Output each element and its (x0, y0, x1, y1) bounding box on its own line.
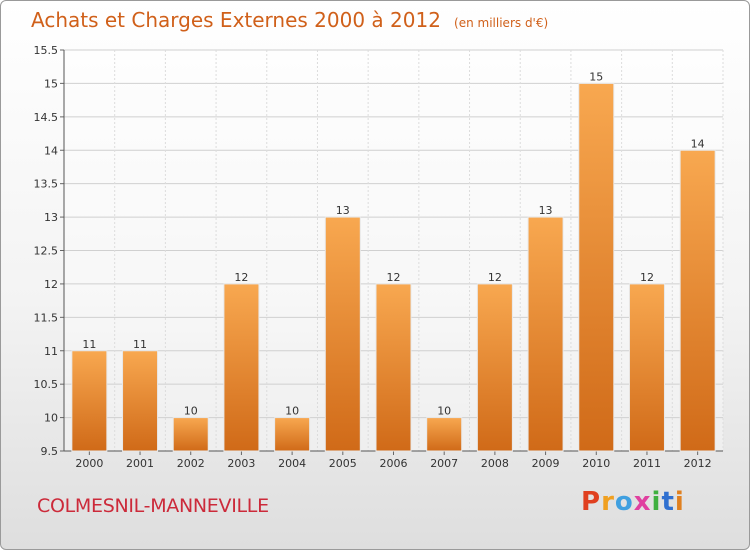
y-tick-label: 11.5 (34, 311, 59, 324)
bar (679, 149, 716, 452)
y-tick-label: 13.5 (34, 178, 59, 191)
data-label: 15 (589, 70, 603, 83)
data-label: 11 (82, 338, 96, 351)
x-tick-label: 2008 (481, 457, 509, 470)
x-tick-label: 2007 (430, 457, 458, 470)
y-tick-label: 12.5 (34, 245, 59, 258)
bar (527, 216, 564, 452)
bar (324, 216, 361, 452)
chart-subtitle: (en milliers d'€) (454, 16, 549, 30)
data-label: 10 (437, 405, 451, 418)
logo-letter: o (614, 487, 634, 517)
x-tick-label: 2001 (126, 457, 154, 470)
x-tick-label: 2002 (177, 457, 205, 470)
y-tick-label: 15 (44, 77, 58, 90)
x-tick-label: 2006 (380, 457, 408, 470)
x-tick-label: 2000 (75, 457, 103, 470)
y-tick-label: 14.5 (34, 111, 59, 124)
data-label: 12 (640, 271, 654, 284)
bar (71, 350, 108, 452)
y-tick-label: 11 (44, 345, 58, 358)
data-label: 12 (387, 271, 401, 284)
y-tick-label: 12 (44, 278, 58, 291)
labels: 11 11 10 12 10 13 12 10 12 13 15 12 14 (82, 70, 704, 417)
title-row: Achats et Charges Externes 2000 à 2012 (… (31, 8, 548, 32)
x-tick-label: 2003 (227, 457, 255, 470)
data-label: 12 (234, 271, 248, 284)
x-tick-label: 2010 (582, 457, 610, 470)
data-label: 13 (336, 204, 350, 217)
town-name: COLMESNIL-MANNEVILLE (37, 495, 269, 517)
logo-letter: i (674, 487, 685, 517)
bar (375, 283, 412, 452)
bar (122, 350, 159, 452)
bar (223, 283, 260, 452)
y-tick-label: 9.5 (41, 445, 59, 458)
proxiti-logo: Proxiti (581, 487, 685, 517)
y-tick-label: 10.5 (34, 378, 59, 391)
logo-letter: x (633, 487, 652, 517)
y-tick-label: 15.5 (34, 44, 59, 57)
data-label: 13 (539, 204, 553, 217)
x-tick-label: 2011 (633, 457, 661, 470)
y-tick-label: 10 (44, 412, 58, 425)
data-label: 14 (691, 137, 705, 150)
x-tick-label: 2005 (329, 457, 357, 470)
x-tick-label: 2009 (532, 457, 560, 470)
data-label: 12 (488, 271, 502, 284)
bar (628, 283, 665, 452)
y-tick-label: 13 (44, 211, 58, 224)
data-label: 10 (184, 405, 198, 418)
y-tick-label: 14 (44, 144, 58, 157)
bars (71, 82, 716, 452)
bar (274, 417, 311, 452)
logo-letter: i (651, 487, 662, 517)
data-label: 11 (133, 338, 147, 351)
bar (426, 417, 463, 452)
x-tick-label: 2004 (278, 457, 306, 470)
bar (172, 417, 209, 452)
data-label: 10 (285, 405, 299, 418)
bar (476, 283, 513, 452)
logo-letter: r (601, 487, 615, 517)
chart-title: Achats et Charges Externes 2000 à 2012 (31, 8, 441, 32)
bar (578, 82, 615, 452)
logo-letter: t (661, 487, 675, 517)
x-tick-label: 2012 (684, 457, 712, 470)
logo-letter: P (581, 487, 602, 517)
